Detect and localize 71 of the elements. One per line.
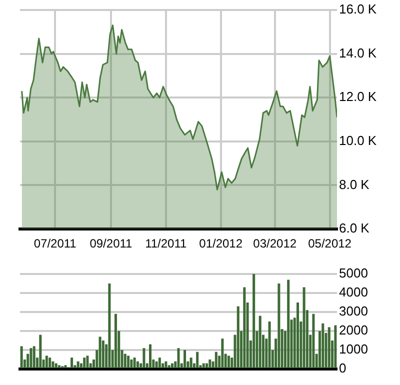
bar xyxy=(190,358,192,368)
bar xyxy=(205,363,208,368)
y-tick-label: 10.0 K xyxy=(339,132,377,148)
bar xyxy=(302,287,306,368)
bar xyxy=(252,274,256,368)
bar xyxy=(214,352,218,368)
bar xyxy=(334,325,337,368)
bar xyxy=(133,358,136,368)
bar xyxy=(322,323,324,368)
bar xyxy=(58,365,60,368)
bar xyxy=(70,358,74,368)
x-tick-label: 11/2011 xyxy=(145,236,188,251)
bar xyxy=(83,358,86,368)
bar xyxy=(127,356,130,368)
bar xyxy=(32,346,36,368)
y-tick-label: 2000 xyxy=(339,322,368,338)
x-tick-label: 05/2012 xyxy=(308,236,352,251)
bar xyxy=(168,365,170,368)
bar xyxy=(52,361,54,368)
bar xyxy=(312,314,315,368)
bar xyxy=(86,356,89,368)
bar xyxy=(64,365,67,368)
x-tick-label: 03/2012 xyxy=(253,236,297,251)
bar xyxy=(258,316,262,368)
bar xyxy=(76,361,80,368)
bar xyxy=(268,322,271,368)
y-tick-label: 0 xyxy=(339,360,346,376)
y-tick-label: 8.0 K xyxy=(339,176,370,192)
bar xyxy=(221,338,224,368)
bar xyxy=(184,350,186,368)
x-tick-label: 01/2012 xyxy=(199,236,243,251)
bar xyxy=(148,344,152,368)
bar xyxy=(124,354,126,368)
bar xyxy=(208,360,212,368)
bar xyxy=(48,358,52,368)
bar xyxy=(170,363,174,368)
y-tick-label: 14.0 K xyxy=(339,45,377,60)
bar xyxy=(278,284,280,368)
y-tick-label: 6.0 K xyxy=(339,220,370,236)
bar xyxy=(108,284,111,368)
bar xyxy=(328,327,330,368)
bar xyxy=(102,340,104,368)
bar xyxy=(227,356,230,368)
bar xyxy=(20,346,23,368)
bar xyxy=(158,358,161,368)
bar xyxy=(287,280,290,368)
y-tick-label: 3000 xyxy=(339,304,368,319)
bar xyxy=(243,287,246,368)
bar xyxy=(164,361,168,368)
bar xyxy=(155,361,158,368)
bar xyxy=(296,302,300,368)
bar xyxy=(130,360,133,368)
bar xyxy=(45,356,48,368)
y-tick-label: 4000 xyxy=(339,284,368,300)
y-tick-label: 12.0 K xyxy=(339,89,377,104)
bar xyxy=(30,348,32,368)
bar xyxy=(196,352,199,368)
x-tick-label: 09/2011 xyxy=(90,236,133,251)
bar xyxy=(54,363,58,368)
y-tick-label: 1000 xyxy=(339,342,368,357)
bar xyxy=(136,361,139,368)
bar xyxy=(114,314,117,368)
x-tick-label: 07/2011 xyxy=(34,236,77,251)
bar xyxy=(177,348,180,368)
bar xyxy=(202,363,205,368)
bar xyxy=(98,336,102,368)
bar xyxy=(236,306,240,368)
y-tick-label: 5000 xyxy=(339,266,368,281)
bar xyxy=(142,348,146,368)
y-tick-label: 16.0 K xyxy=(339,2,377,17)
bar xyxy=(39,334,42,368)
